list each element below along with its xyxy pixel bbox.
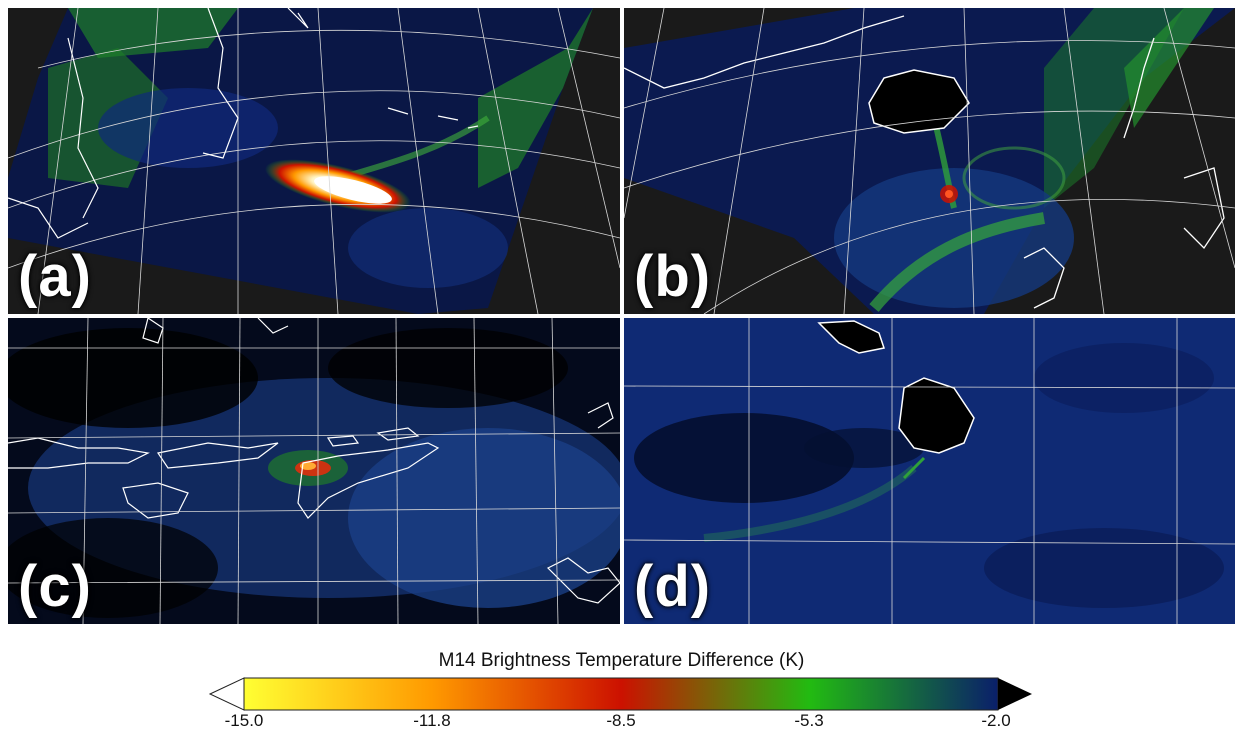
colorbar-tick-label: -15.0 bbox=[224, 711, 264, 730]
colorbar-max-arrow bbox=[998, 678, 1032, 710]
colorbar-tick-label: -8.5 bbox=[606, 711, 636, 730]
panel-c-map bbox=[8, 318, 620, 624]
colorbar-tick-label: -5.3 bbox=[794, 711, 824, 730]
colorbar-title: M14 Brightness Temperature Difference (K… bbox=[438, 650, 805, 671]
panel-c-satellite-image: (c) bbox=[8, 318, 620, 624]
panel-d-label: (d) bbox=[634, 554, 712, 619]
panel-c-label: (c) bbox=[18, 554, 92, 619]
panel-b-map bbox=[624, 8, 1235, 314]
panel-a-label: (a) bbox=[18, 244, 92, 309]
panel-a-map bbox=[8, 8, 620, 314]
panel-b-label: (b) bbox=[634, 244, 712, 309]
panel-d-map bbox=[624, 318, 1235, 624]
panel-b-satellite-image: (b) bbox=[624, 8, 1235, 314]
colorbar-tick-label: -11.8 bbox=[413, 711, 451, 730]
colorbar-gradient bbox=[243, 677, 999, 711]
colorbar bbox=[208, 677, 1032, 711]
panel-d-satellite-image: (d) bbox=[624, 318, 1235, 624]
panel-a-satellite-image: (a) bbox=[8, 8, 620, 314]
colorbar-min-arrow bbox=[208, 677, 245, 711]
colorbar-tick-label: -2.0 bbox=[981, 711, 1011, 730]
